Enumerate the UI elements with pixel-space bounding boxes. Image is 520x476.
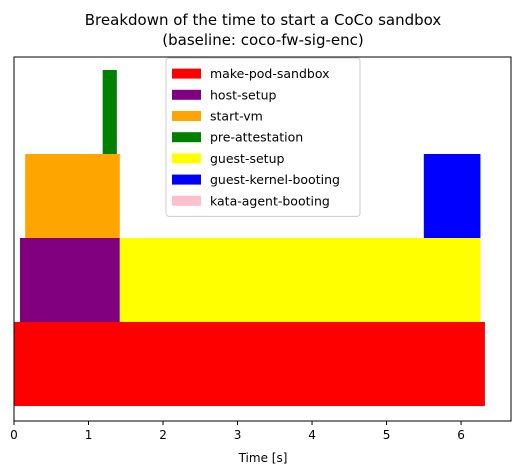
bar-make-pod-sandbox [14, 322, 485, 406]
legend-label-kata-agent-booting: kata-agent-booting [210, 193, 330, 208]
bar-pre-attestation [102, 70, 117, 154]
legend-label-host-setup: host-setup [210, 87, 277, 102]
chart-subtitle: (baseline: coco-fw-sig-enc) [162, 31, 364, 49]
legend-swatch-make-pod-sandbox [172, 68, 201, 79]
legend-swatch-guest-kernel-booting [172, 174, 201, 185]
legend-label-guest-kernel-booting: guest-kernel-booting [210, 172, 340, 187]
bar-guest-setup [119, 238, 481, 322]
x-axis-label: Time [s] [238, 451, 288, 465]
legend: make-pod-sandbox host-setup start-vm pre-at… [165, 57, 361, 217]
bar-guest-kernel-booting [423, 154, 481, 238]
x-tick-label: 1 [85, 428, 93, 442]
legend-swatch-host-setup [172, 89, 201, 100]
legend-swatch-guest-setup [172, 153, 201, 164]
x-tick-label: 3 [234, 428, 242, 442]
x-tick-label: 4 [308, 428, 316, 442]
legend-label-pre-attestation: pre-attestation [210, 130, 303, 145]
x-tick-label: 0 [10, 428, 18, 442]
x-axis: 0 1 2 3 4 5 6 [10, 421, 465, 442]
x-tick-label: 2 [159, 428, 167, 442]
chart-title: Breakdown of the time to start a CoCo sa… [85, 11, 442, 29]
bar-start-vm [25, 154, 120, 238]
legend-label-start-vm: start-vm [210, 109, 263, 124]
x-tick-label: 5 [383, 428, 391, 442]
legend-swatch-pre-attestation [172, 132, 201, 143]
legend-label-guest-setup: guest-setup [210, 151, 284, 166]
legend-swatch-kata-agent-booting [172, 195, 201, 206]
x-tick-label: 6 [457, 428, 465, 442]
legend-frame [165, 57, 361, 217]
bar-host-setup [19, 238, 120, 322]
bars-group [14, 70, 485, 406]
legend-swatch-start-vm [172, 111, 201, 121]
plot-frame [13, 56, 512, 422]
legend-label-make-pod-sandbox: make-pod-sandbox [210, 66, 329, 81]
